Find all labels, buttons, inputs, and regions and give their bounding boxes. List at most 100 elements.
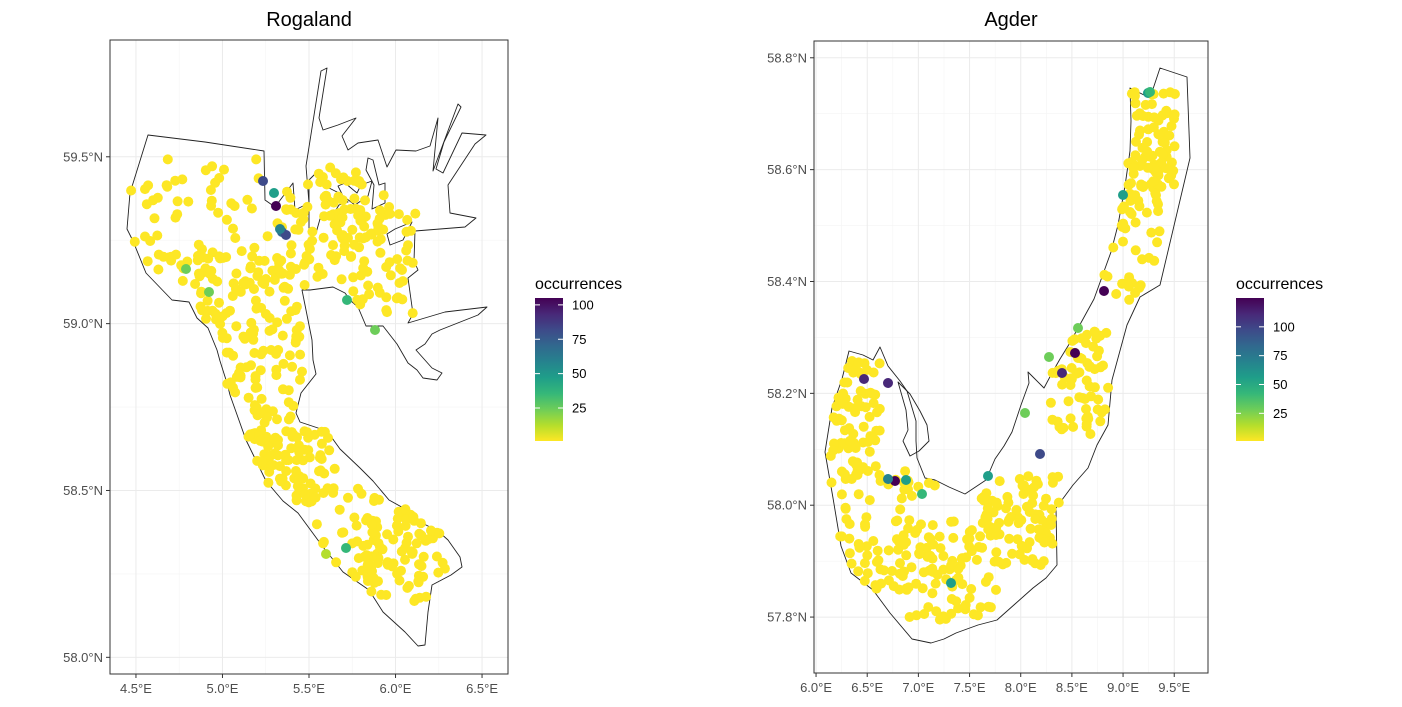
agder-occurrence-point [864,446,875,457]
agder-occurrence-point [962,534,973,545]
agder-occurrence-point [1020,408,1030,418]
agder-occurrence-point [975,602,986,613]
agder-occurrence-point [899,538,910,549]
rogaland-occurrence-point [196,288,206,299]
agder-occurrence-point [1141,207,1152,218]
rogaland-occurrence-point [295,321,305,332]
agder-occurrence-point [914,548,925,559]
agder-occurrence-point [1044,352,1054,362]
rogaland-occurrence-point [286,443,297,454]
agder-occurrence-point [983,471,993,481]
rogaland-occurrence-point [303,179,313,190]
agder-county-outline [824,67,1191,644]
agder-occurrence-point [860,402,871,413]
agder-occurrence-point [883,545,894,556]
rogaland-occurrence-point [337,230,348,241]
agder-occurrence-point [1130,217,1141,228]
agder-occurrence-point [946,608,957,619]
agder-x-tick-label: 9.0°E [1107,680,1139,695]
rogaland-occurrence-point [149,213,160,224]
agder-occurrence-point [875,564,886,575]
agder-occurrence-point [861,364,872,375]
agder-y-axis: 57.8°N 58.0°N 58.2°N 58.4°N 58.6°N 58.8°N [767,50,814,625]
rogaland-occurrence-point [181,264,191,274]
rogaland-occurrence-point [177,174,188,185]
agder-occurrence-point [934,531,945,542]
agder-occurrence-point [873,555,884,566]
agder-occurrence-point [929,480,940,491]
rogaland-occurrence-point [314,466,324,477]
rogaland-occurrence-point [258,176,268,186]
rogaland-occurrence-point [251,154,262,165]
rogaland-occurrence-point [291,335,301,346]
agder-occurrence-point [1045,397,1056,408]
rogaland-occurrence-point [393,526,404,537]
agder-occurrence-point [1013,518,1024,529]
agder-occurrence-point [872,545,883,556]
rogaland-occurrence-point [256,302,267,313]
agder-occurrence-point [855,386,866,396]
rogaland-occurrence-point [283,283,294,294]
rogaland-occurrence-point [298,473,309,484]
rogaland-occurrence-point [372,225,383,236]
rogaland-occurrence-point [351,520,362,531]
rogaland-occurrence-point [272,253,283,263]
rogaland-occurrence-point [277,473,288,484]
rogaland-occurrence-point [337,212,348,223]
rogaland-occurrence-point [362,513,373,523]
agder-occurrence-point [883,378,893,388]
agder-occurrence-point [1142,162,1153,173]
rogaland-gridlines [110,40,508,674]
rogaland-occurrence-point [388,534,399,545]
agder-occurrence-point [868,536,879,546]
agder-occurrence-point [991,547,1002,558]
rogaland-occurrence-point [194,271,205,282]
rogaland-occurrence-point [396,546,407,557]
rogaland-occurrence-point [416,561,427,571]
rogaland-occurrence-point [364,289,375,300]
agder-occurrence-point [1108,242,1119,253]
rogaland-occurrence-point [339,204,350,215]
rogaland-occurrence-point [311,519,322,530]
rogaland-y-tick-label: 59.5°N [63,149,103,164]
rogaland-occurrence-point [265,450,276,461]
rogaland-occurrence-point [290,224,301,235]
rogaland-occurrence-point [400,554,410,565]
rogaland-legend-label: 25 [572,401,586,416]
rogaland-occurrence-point [375,247,386,258]
rogaland-occurrence-point [362,559,373,570]
rogaland-occurrence-point [252,382,263,393]
rogaland-occurrence-point [418,571,429,582]
rogaland-occurrence-point [143,180,154,191]
agder-occurrence-point [888,581,899,592]
agder-occurrence-point [839,425,850,436]
agder-occurrence-point [1145,87,1155,97]
rogaland-occurrence-point [290,264,301,274]
agder-map-panel: Agder 6.0°E 6.5°E 7.0°E 7.5°E 8.0°E 8.5°E 9.0°… [767,9,1323,695]
agder-occurrence-point [904,515,915,526]
agder-occurrence-point [975,531,986,542]
agder-occurrence-point [928,539,939,550]
rogaland-occurrence-point [378,190,389,201]
rogaland-occurrence-point [392,254,403,265]
agder-occurrence-point [1138,111,1148,121]
rogaland-occurrence-point [349,239,360,250]
agder-occurrence-point [1118,236,1128,247]
rogaland-occurrence-point [245,327,256,338]
agder-occurrence-point [1069,334,1080,345]
rogaland-occurrence-point [231,321,242,332]
agder-occurrence-point [1070,348,1080,358]
agder-occurrence-point [1128,162,1139,173]
rogaland-occurrence-point [375,234,386,245]
agder-occurrence-point [1126,209,1137,219]
rogaland-occurrence-point [279,295,290,306]
rogaland-occurrence-point [324,445,335,456]
rogaland-occurrence-point [230,284,241,294]
rogaland-occurrence-point [295,349,306,360]
rogaland-occurrence-point [283,455,294,466]
rogaland-occurrence-point [141,199,152,210]
agder-occurrence-point [1095,416,1106,427]
rogaland-occurrence-point [243,392,254,403]
rogaland-occurrence-point [385,270,396,281]
